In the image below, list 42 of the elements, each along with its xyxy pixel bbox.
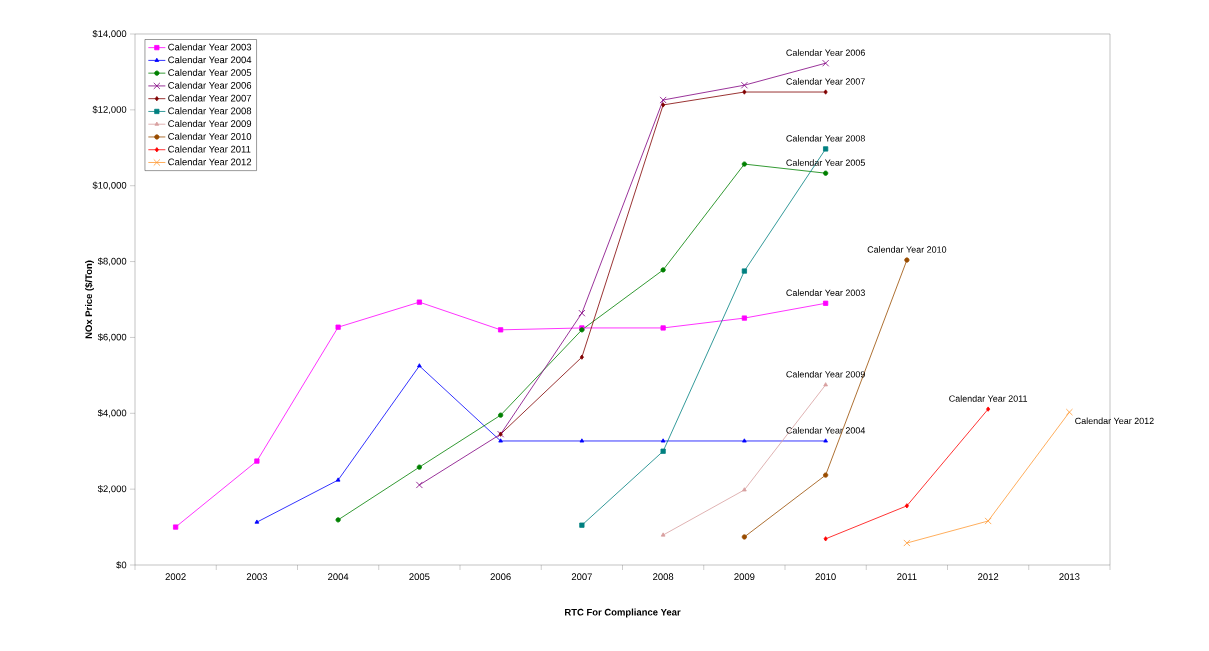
annotation: Calendar Year 2011 [949, 395, 1028, 402]
legend-label: Calendar Year 2008 [168, 107, 252, 115]
x-tick-label: 2013 [1059, 573, 1080, 581]
legend-label: Calendar Year 2010 [168, 132, 252, 140]
y-tick-label: $14,000 [92, 29, 127, 39]
x-tick-label: 2012 [978, 573, 999, 581]
x-tick-label: 2010 [815, 573, 836, 581]
legend-label: Calendar Year 2009 [168, 120, 252, 128]
legend-label: Calendar Year 2011 [168, 145, 251, 153]
x-tick-label: 2008 [653, 573, 674, 581]
legend-label: Calendar Year 2005 [168, 69, 252, 76]
y-tick-label: $6,000 [97, 333, 127, 342]
y-tick-label: $2,000 [97, 485, 127, 494]
y-tick-label: $10,000 [92, 181, 127, 190]
annotation: Calendar Year 2010 [867, 246, 947, 253]
x-tick-label: 2002 [165, 573, 186, 581]
x-axis-title: RTC For Compliance Year [565, 608, 681, 618]
annotation: Calendar Year 2005 [786, 159, 865, 166]
x-tick-label: 2011 [897, 573, 917, 581]
y-axis-title: NOx Price ($/Ton) [84, 260, 94, 339]
annotation: Calendar Year 2004 [786, 427, 866, 434]
legend-label: Calendar Year 2012 [168, 158, 252, 166]
y-tick-label: $12,000 [92, 105, 127, 114]
x-tick-label: 2005 [409, 573, 430, 581]
legend-label: Calendar Year 2007 [168, 94, 252, 102]
annotation: Calendar Year 2012 [1075, 417, 1154, 425]
annotation: Calendar Year 2007 [786, 78, 865, 85]
y-tick-label: $8,000 [97, 257, 127, 266]
legend-label: Calendar Year 2003 [168, 43, 252, 51]
x-tick-label: 2009 [734, 573, 755, 581]
annotation: Calendar Year 2009 [786, 370, 865, 378]
annotation: Calendar Year 2006 [786, 49, 865, 56]
x-tick-label: 2006 [490, 573, 511, 581]
y-tick-label: $0 [116, 561, 127, 569]
x-tick-label: 2007 [571, 573, 592, 581]
annotation: Calendar Year 2008 [786, 134, 865, 142]
y-tick-label: $4,000 [97, 409, 127, 418]
legend-label: Calendar Year 2006 [168, 81, 252, 89]
annotation: Calendar Year 2003 [786, 289, 865, 296]
x-tick-label: 2004 [328, 573, 349, 581]
legend-label: Calendar Year 2004 [168, 56, 252, 64]
x-tick-label: 2003 [246, 573, 267, 581]
